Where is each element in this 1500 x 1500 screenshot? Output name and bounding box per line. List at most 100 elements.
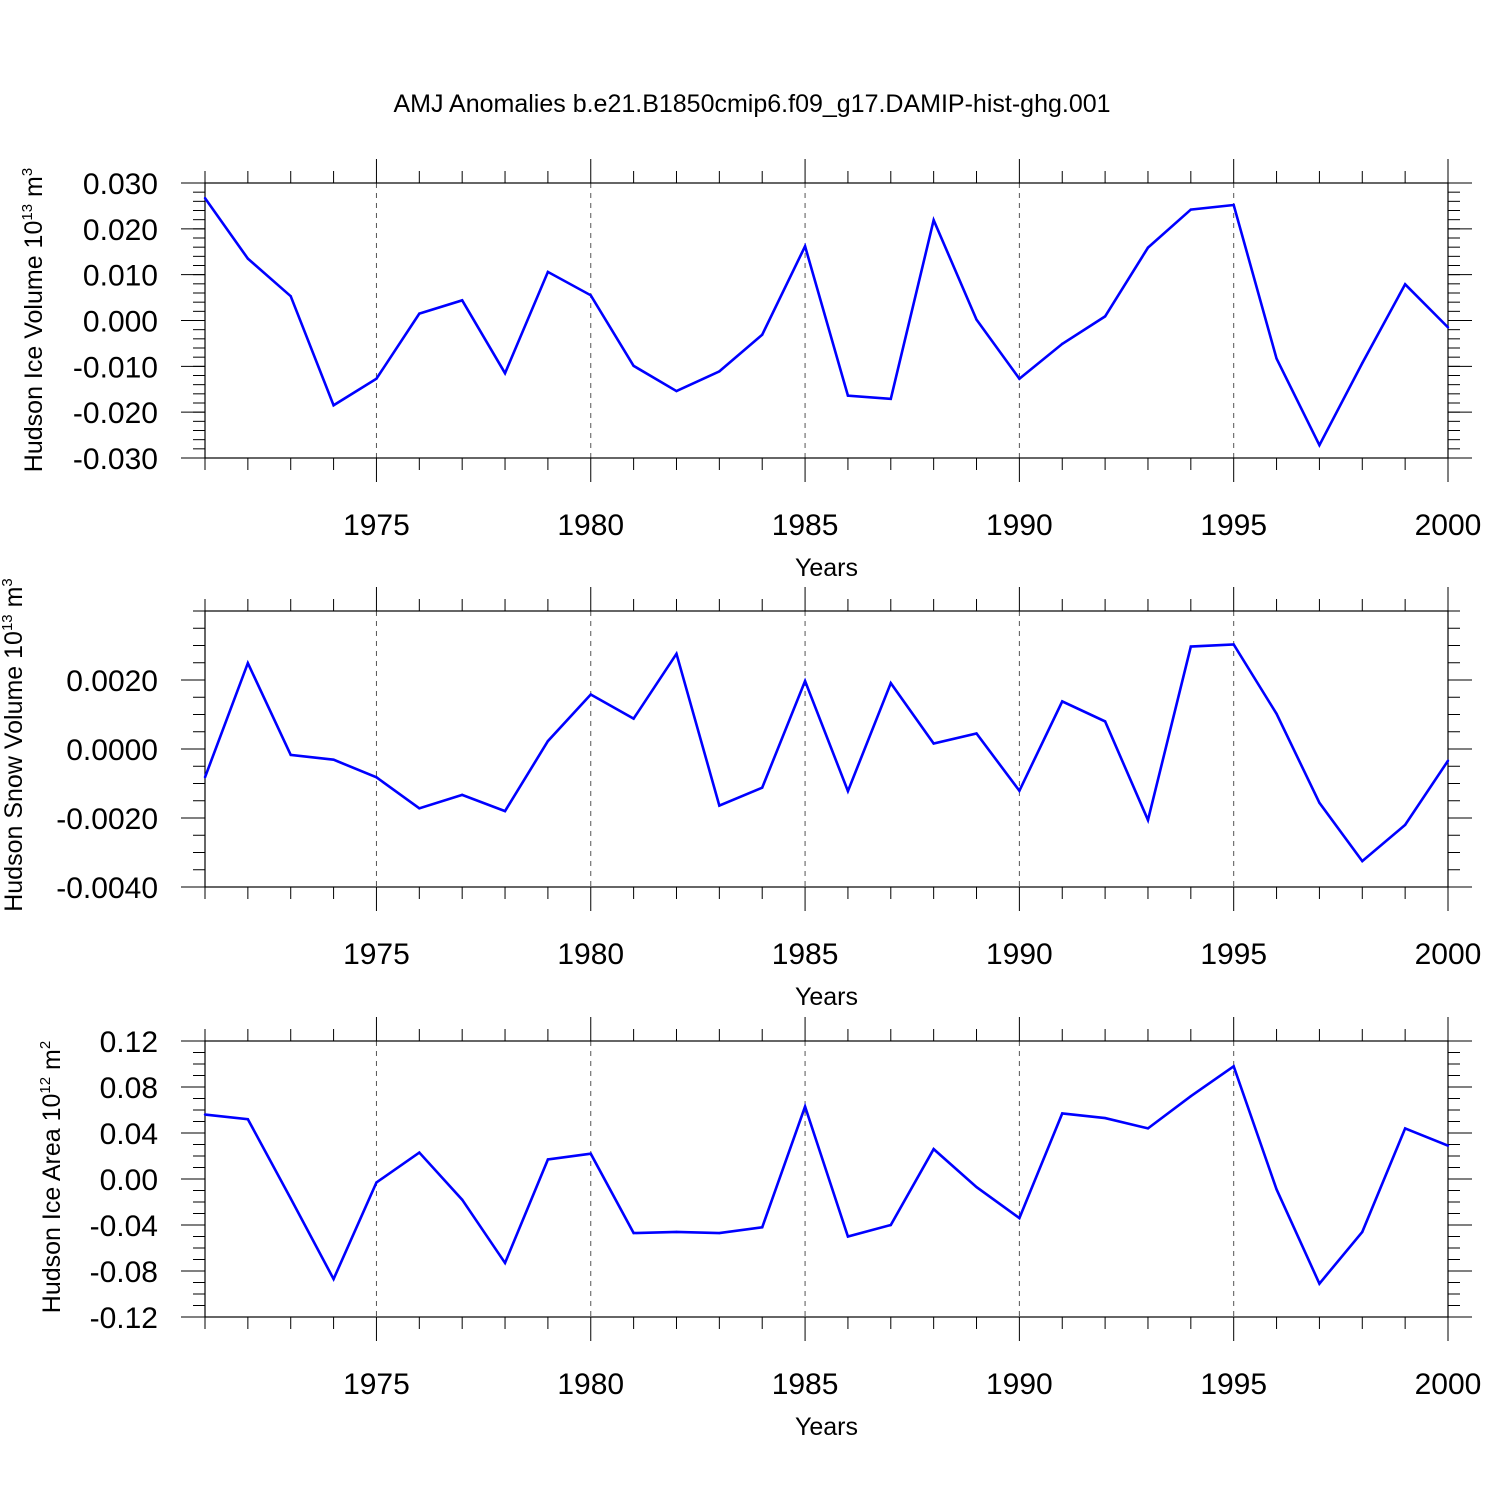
series-line: [204, 1064, 1449, 1287]
x-tick-label: 1995: [1200, 938, 1267, 971]
data-point: [503, 372, 507, 375]
data-point: [1318, 443, 1321, 447]
y-tick-label: 0.12: [100, 1026, 158, 1059]
series-line: [203, 197, 1449, 449]
y-axis-unit-name: m: [38, 1049, 66, 1077]
y-axis-title-text: Hudson Ice Area: [38, 1121, 66, 1313]
data-point: [1103, 720, 1107, 723]
x-tick-label: 1990: [986, 509, 1053, 542]
x-tick-label: 1980: [557, 938, 624, 971]
y-tick-label: 0.030: [83, 168, 158, 201]
data-point: [418, 1151, 421, 1154]
data-point: [332, 404, 335, 407]
y-axis-unit-base: 10: [20, 221, 48, 249]
data-point: [1232, 643, 1235, 646]
data-point: [1189, 208, 1193, 211]
y-axis-title-text: Hudson Ice Volume: [20, 248, 48, 472]
data-point: [803, 1105, 807, 1108]
y-tick-label: 0.08: [100, 1072, 158, 1105]
y-tick-label: 0.04: [100, 1118, 158, 1151]
data-point: [289, 753, 292, 757]
x-tick-label: 1995: [1200, 1368, 1267, 1401]
data-point: [1403, 1127, 1407, 1130]
data-point: [460, 1198, 464, 1201]
data-point: [718, 370, 721, 373]
data-point: [846, 1235, 850, 1238]
y-tick-label: -0.020: [73, 397, 158, 430]
y-axis-unit-exponent: 12: [37, 1077, 54, 1094]
data-point: [1232, 203, 1235, 207]
series-line: [203, 643, 1450, 864]
x-tick-label: 1995: [1200, 509, 1267, 542]
data-point: [246, 661, 250, 665]
data-point: [246, 1118, 250, 1121]
y-tick-label: 0.020: [83, 214, 158, 247]
x-tick-label: 1990: [986, 1368, 1053, 1401]
data-point: [375, 776, 378, 779]
y-tick-label: -0.0020: [56, 803, 158, 836]
x-tick-label: 2000: [1415, 509, 1482, 542]
data-point: [1361, 1230, 1364, 1234]
data-point: [1446, 1144, 1450, 1147]
data-point: [675, 1230, 678, 1234]
y-axis-unit-power: 3: [19, 168, 36, 176]
y-axis-unit-name: m: [0, 587, 28, 615]
data-point: [1446, 326, 1450, 329]
data-point: [1146, 818, 1150, 822]
data-point: [1103, 315, 1107, 318]
y-axis-unit-exponent: 13: [19, 204, 36, 221]
y-axis-unit-base: 10: [0, 631, 28, 659]
y-axis-unit-power: 3: [0, 578, 16, 586]
x-tick-label: 1975: [343, 509, 410, 542]
y-axis-unit-name: m: [20, 176, 48, 204]
data-point: [1061, 700, 1064, 703]
data-point: [332, 758, 335, 761]
x-axis-title: Years: [795, 554, 858, 582]
data-point: [289, 295, 292, 298]
data-point: [632, 364, 635, 368]
y-tick-label: -0.08: [90, 1256, 158, 1289]
data-point: [546, 270, 550, 274]
data-point: [803, 245, 807, 248]
x-tick-label: 2000: [1415, 938, 1482, 971]
data-point: [332, 1277, 335, 1281]
x-tick-label: 2000: [1415, 1368, 1482, 1401]
y-tick-label: 0.00: [100, 1164, 158, 1197]
data-point: [1361, 361, 1364, 365]
data-point: [203, 776, 207, 779]
panel-ice-area: 1975 1980 1985 1990 1995 2000 Years -0.12 -0.08 -…: [37, 1017, 1481, 1441]
data-point: [589, 294, 592, 297]
data-point: [975, 732, 978, 735]
data-point: [932, 218, 935, 222]
data-point: [932, 742, 935, 745]
data-point: [632, 1231, 635, 1235]
data-point: [246, 257, 250, 260]
data-point: [289, 1197, 292, 1200]
data-point: [1446, 759, 1450, 762]
data-point: [1318, 801, 1321, 805]
x-tick-label: 1990: [986, 938, 1053, 971]
data-point: [975, 1185, 978, 1189]
data-point: [761, 1226, 764, 1229]
y-axis-unit-base: 10: [38, 1094, 66, 1122]
x-tick-label: 1975: [343, 1368, 410, 1401]
y-axis-title: Hudson Ice Volume 1013 m3: [19, 168, 48, 472]
y-tick-label: 0.000: [83, 306, 158, 339]
data-point: [761, 786, 764, 789]
data-point: [889, 681, 892, 685]
x-tick-label: 1975: [343, 938, 410, 971]
data-point: [1361, 859, 1364, 863]
y-axis-unit-exponent: 13: [0, 614, 16, 631]
data-point: [718, 1231, 721, 1235]
data-point: [546, 1158, 550, 1161]
data-point: [375, 377, 378, 380]
y-tick-label: -0.030: [73, 443, 158, 476]
data-point: [589, 1152, 592, 1155]
data-point: [1318, 1282, 1321, 1285]
data-point: [1018, 1216, 1021, 1220]
x-tick-label: 1985: [772, 938, 839, 971]
data-point: [375, 1181, 378, 1184]
data-point: [460, 299, 464, 302]
data-point: [761, 333, 764, 336]
